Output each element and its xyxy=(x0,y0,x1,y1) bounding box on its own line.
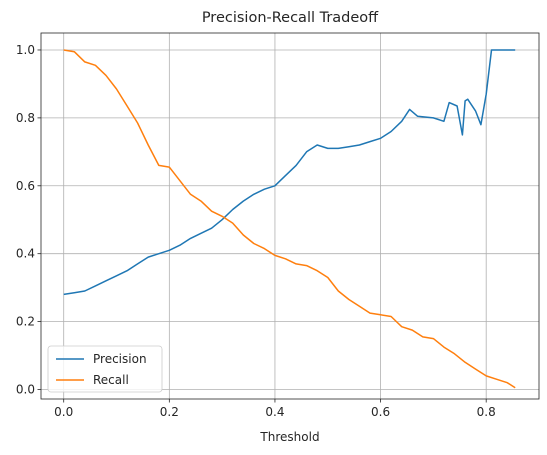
axis-ticks: 0.0 0.2 0.4 0.6 0.8 0.0 0.2 0.4 0.6 0.8 1.0 xyxy=(16,43,496,419)
legend-label-recall: Recall xyxy=(93,373,129,387)
series-lines xyxy=(63,49,516,389)
y-tick-label: 0.8 xyxy=(16,111,35,125)
y-tick-label: 0.2 xyxy=(16,315,35,329)
precision-line xyxy=(63,49,516,296)
legend: Precision Recall xyxy=(47,345,163,393)
x-tick-label: 0.4 xyxy=(265,405,284,419)
chart-title: Precision-Recall Tradeoff xyxy=(202,10,379,26)
grid xyxy=(41,33,539,399)
x-tick-label: 0.0 xyxy=(54,405,73,419)
y-tick-label: 0.0 xyxy=(16,382,35,396)
x-axis-label: Threshold xyxy=(259,430,319,444)
x-tick-label: 0.6 xyxy=(371,405,390,419)
y-tick-label: 0.6 xyxy=(16,179,35,193)
x-tick-label: 0.2 xyxy=(160,405,179,419)
y-tick-label: 1.0 xyxy=(16,43,35,57)
x-tick-label: 0.8 xyxy=(477,405,496,419)
recall-line xyxy=(63,49,516,389)
plot-frame xyxy=(40,32,540,400)
legend-label-precision: Precision xyxy=(93,352,147,366)
y-tick-label: 0.4 xyxy=(16,247,35,261)
